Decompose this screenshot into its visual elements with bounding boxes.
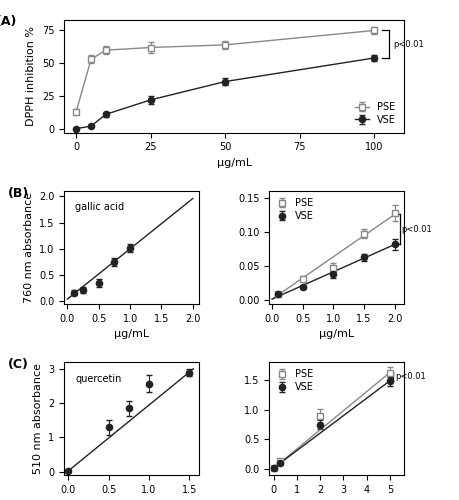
Text: (B): (B) — [8, 186, 29, 200]
Y-axis label: 510 nm absorbance: 510 nm absorbance — [33, 363, 43, 474]
Text: quercetin: quercetin — [75, 374, 122, 384]
X-axis label: μg/mL: μg/mL — [319, 329, 354, 339]
Y-axis label: DPPH inhibition %: DPPH inhibition % — [27, 26, 36, 126]
Text: p<0.01: p<0.01 — [393, 40, 424, 48]
Text: p<0.01: p<0.01 — [401, 225, 431, 234]
Legend: PSE, VSE: PSE, VSE — [274, 367, 316, 394]
X-axis label: μg/mL: μg/mL — [114, 329, 149, 339]
Text: p<0.01: p<0.01 — [395, 372, 426, 381]
X-axis label: μg/mL: μg/mL — [217, 158, 252, 168]
Legend: PSE, VSE: PSE, VSE — [274, 196, 316, 223]
Text: (C): (C) — [8, 358, 28, 371]
Text: (A): (A) — [0, 16, 18, 28]
Legend: PSE, VSE: PSE, VSE — [352, 99, 399, 128]
Text: gallic acid: gallic acid — [75, 202, 124, 212]
Y-axis label: 760 nm absorbance: 760 nm absorbance — [23, 192, 34, 303]
